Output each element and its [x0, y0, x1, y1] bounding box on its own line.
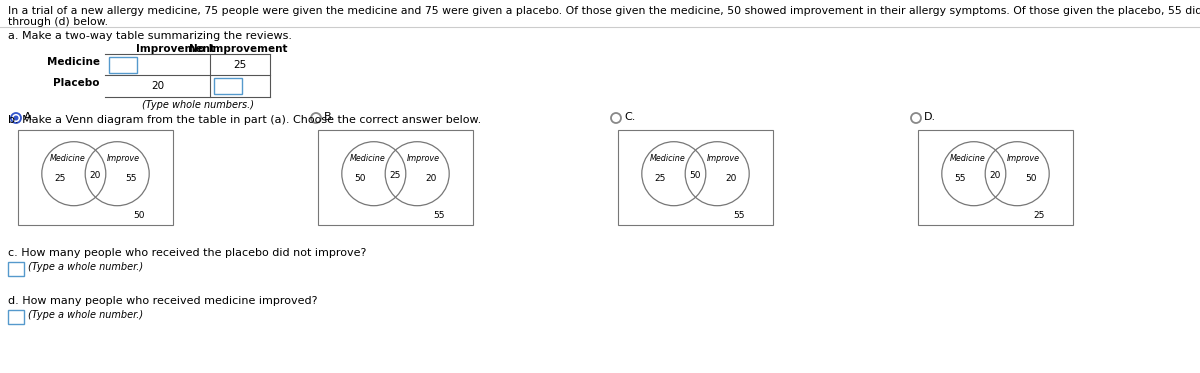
Text: Medicine: Medicine: [350, 154, 385, 163]
Text: (Type a whole number.): (Type a whole number.): [28, 262, 143, 272]
Text: 55: 55: [954, 174, 966, 183]
Text: Improve: Improve: [107, 154, 139, 163]
Text: Medicine: Medicine: [50, 154, 85, 163]
Text: 20: 20: [426, 174, 437, 183]
Text: through (d) below.: through (d) below.: [8, 17, 108, 27]
Text: C.: C.: [624, 112, 635, 122]
Bar: [618, 130, 773, 225]
Text: D.: D.: [924, 112, 936, 122]
Text: 50: 50: [354, 174, 366, 183]
Text: Medicine: Medicine: [47, 57, 100, 67]
Text: Improve: Improve: [407, 154, 439, 163]
Text: d. How many people who received medicine improved?: d. How many people who received medicine…: [8, 296, 318, 306]
Text: A.: A.: [24, 112, 35, 122]
Text: 20: 20: [990, 171, 1001, 180]
Text: c. How many people who received the placebo did not improve?: c. How many people who received the plac…: [8, 248, 366, 258]
Bar: [8, 262, 24, 276]
Circle shape: [13, 116, 18, 120]
Text: 25: 25: [654, 174, 666, 183]
Text: 55: 55: [433, 211, 445, 220]
Text: 25: 25: [390, 171, 401, 180]
Text: 25: 25: [233, 60, 247, 70]
Text: In a trial of a new allergy medicine, 75 people were given the medicine and 75 w: In a trial of a new allergy medicine, 75…: [8, 6, 1200, 16]
Text: a. Make a two-way table summarizing the reviews.: a. Make a two-way table summarizing the …: [8, 31, 292, 41]
Text: 20: 20: [151, 81, 164, 91]
Text: 20: 20: [90, 171, 101, 180]
Text: 55: 55: [126, 174, 137, 183]
Text: Placebo: Placebo: [54, 78, 100, 88]
Bar: [318, 130, 473, 225]
Text: (Type a whole number.): (Type a whole number.): [28, 310, 143, 320]
Bar: [214, 78, 242, 94]
Bar: [109, 57, 137, 73]
Bar: [18, 130, 173, 225]
Bar: [8, 310, 24, 324]
Text: Medicine: Medicine: [950, 154, 985, 163]
Text: No Improvement: No Improvement: [188, 44, 287, 54]
Text: 25: 25: [1033, 211, 1045, 220]
Text: 20: 20: [726, 174, 737, 183]
Text: 55: 55: [733, 211, 745, 220]
Text: 25: 25: [54, 174, 66, 183]
Text: b. Make a Venn diagram from the table in part (a). Choose the correct answer bel: b. Make a Venn diagram from the table in…: [8, 115, 481, 125]
Text: (Type whole numbers.): (Type whole numbers.): [142, 100, 253, 110]
Text: B.: B.: [324, 112, 335, 122]
Text: Improve: Improve: [707, 154, 739, 163]
Text: 50: 50: [690, 171, 701, 180]
Text: 50: 50: [133, 211, 145, 220]
Bar: [918, 130, 1073, 225]
Text: Medicine: Medicine: [650, 154, 685, 163]
Text: 50: 50: [1026, 174, 1037, 183]
Text: Improvement: Improvement: [136, 44, 215, 54]
Text: Improve: Improve: [1007, 154, 1039, 163]
